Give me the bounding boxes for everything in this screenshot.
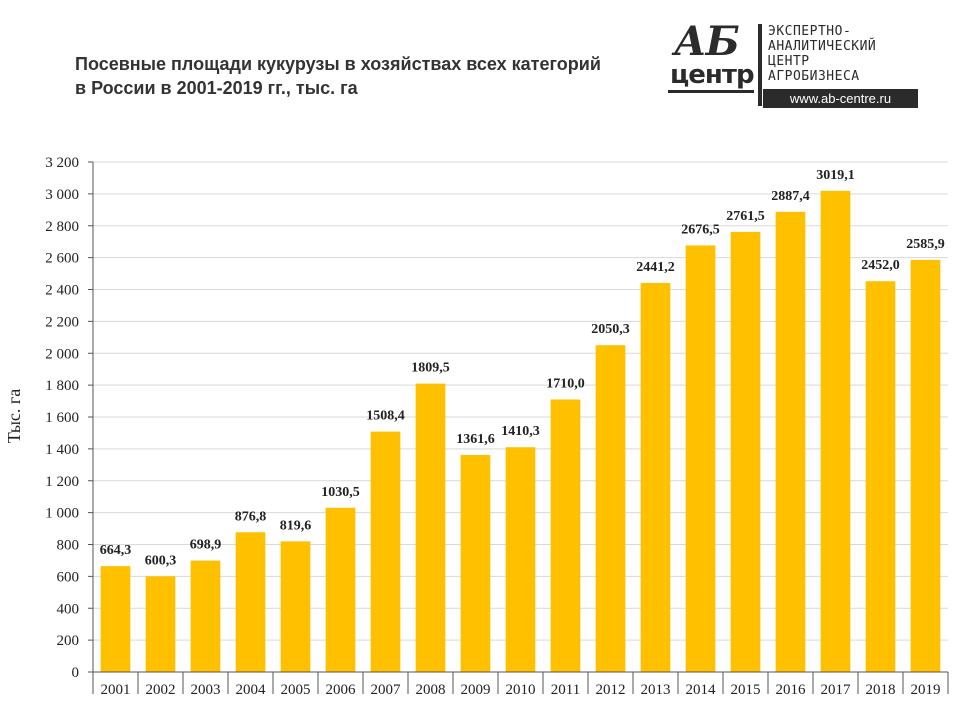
data-label: 2452,0 [861,258,900,273]
logo-text: ЭКСПЕРТНО- АНАЛИТИЧЕСКИЙ ЦЕНТР АГРОБИЗНЕ… [768,24,876,84]
chart-title-line-1: Посевные площади кукурузы в хозяйствах в… [75,54,601,74]
y-tick-label: 1 200 [45,474,79,490]
logo-text-line: АНАЛИТИЧЕСКИЙ [768,39,877,54]
chart-title: Посевные площади кукурузы в хозяйствах в… [75,52,655,100]
labels: 664,3 600,3 698,9 876,8 819,6 1030,5 1508,4 180… [100,168,945,568]
x-tick-label: 2012 [596,682,626,698]
x-tick-label: 2011 [551,682,580,698]
logo-text-line: ЦЕНТР [768,54,810,69]
logo-url: www.ab-centre.ru [763,89,918,108]
data-label: 2585,9 [906,237,945,252]
bar [910,259,941,672]
logo-mark-bottom: центр [670,60,755,90]
bar [730,231,761,673]
bar [190,560,221,672]
y-tick-label: 600 [57,569,80,585]
logo-underline [668,90,754,93]
x-tick-label: 2005 [281,682,311,698]
bars [100,190,941,673]
x-tick-label: 2019 [911,682,941,698]
chart-title-line-2: в России в 2001-2019 гг., тыс. га [75,78,358,98]
y-tick-label: 2 600 [45,251,79,267]
bar [505,447,536,672]
logo-text-line: ЭКСПЕРТНО- [768,24,852,39]
data-label: 2050,3 [591,322,630,337]
data-label: 819,6 [280,518,312,533]
data-label: 2441,2 [636,260,675,275]
data-label: 1361,6 [456,432,495,447]
y-tick-label: 1 600 [45,410,79,426]
x-tick-label: 2009 [461,682,491,698]
x-tick-label: 2007 [371,682,402,698]
bar [685,245,716,673]
logo-mark-top: АБ [674,18,740,65]
y-tick-label: 800 [57,538,80,554]
x-tick-label: 2016 [776,682,807,698]
data-label: 2676,5 [681,222,720,237]
x-tick-label: 2017 [821,682,852,698]
data-label: 2761,5 [726,209,765,224]
bar [775,211,806,672]
y-axis-label: Тыс. га [4,389,24,444]
x-tick-label: 2013 [641,682,671,698]
data-label: 600,3 [145,553,177,568]
y-tick-label: 200 [57,633,80,649]
logo-mark: АБ центр [668,18,756,94]
data-label: 876,8 [235,509,267,524]
x-tick-label: 2004 [236,682,267,698]
data-label: 2887,4 [771,189,810,204]
bar [820,190,851,672]
bar [415,383,446,672]
y-tick-label: 2 200 [45,314,79,330]
x-tick-label: 2002 [146,682,176,698]
data-label: 1710,0 [546,376,585,391]
x-tick-label: 2006 [326,682,357,698]
x-tick-label: 2001 [101,682,131,698]
data-label: 1030,5 [321,485,360,500]
bar [370,431,401,672]
y-tick-label: 2 800 [45,219,79,235]
axes: 0 200 400 600 800 1 000 1 200 1 400 1 600 1 800 2 … [45,155,949,698]
bar [145,576,176,672]
x-tick-label: 2010 [506,682,536,698]
data-label: 1809,5 [411,361,450,376]
bar [460,454,491,672]
y-tick-label: 400 [57,601,80,617]
bar [865,281,896,672]
y-tick-label: 2 000 [45,346,79,362]
bar [595,345,626,672]
data-label: 1410,3 [501,424,540,439]
logo-divider [758,24,762,106]
bar [325,507,356,672]
bar [235,532,266,672]
data-label: 664,3 [100,543,132,558]
bar [280,541,311,672]
y-tick-label: 3 000 [45,187,79,203]
y-tick-label: 1 800 [45,378,79,394]
y-tick-label: 1 400 [45,442,79,458]
y-tick-label: 3 200 [45,155,79,171]
logo-text-line: АГРОБИЗНЕСА [768,69,860,84]
x-tick-label: 2003 [191,682,221,698]
y-tick-label: 2 400 [45,283,79,299]
bar [100,566,131,672]
x-tick-label: 2015 [731,682,761,698]
x-tick-label: 2014 [686,682,717,698]
y-tick-label: 1 000 [45,506,79,522]
bar [640,282,671,672]
bar [550,399,581,672]
data-label: 1508,4 [366,409,405,424]
x-tick-label: 2018 [866,682,896,698]
ab-centre-logo: АБ центр ЭКСПЕРТНО- АНАЛИТИЧЕСКИЙ ЦЕНТР … [668,18,928,112]
y-tick-label: 0 [72,665,80,681]
data-label: 698,9 [190,538,222,553]
x-tick-label: 2008 [416,682,446,698]
data-label: 3019,1 [816,168,855,183]
